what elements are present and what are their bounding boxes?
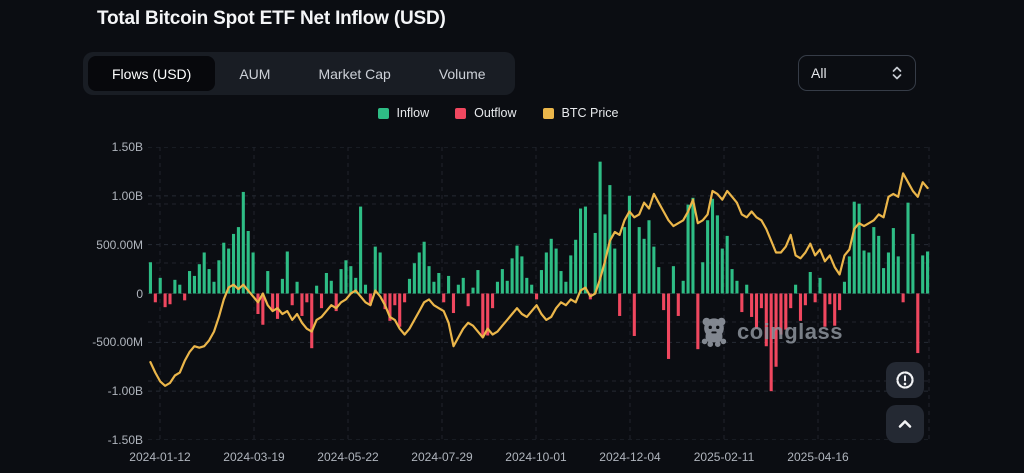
x-axis-tick: 2024-12-04 — [599, 450, 661, 464]
x-axis-tick: 2025-02-11 — [693, 450, 755, 464]
page-title: Total Bitcoin Spot ETF Net Inflow (USD) — [97, 8, 446, 29]
badge-exclamation-icon — [896, 371, 914, 389]
legend-item-outflow[interactable]: Outflow — [455, 106, 517, 120]
tab-flows-label: Flows (USD) — [112, 65, 192, 82]
y-axis-tick: 500.00M — [96, 237, 143, 252]
legend-btc-price-label: BTC Price — [561, 106, 619, 120]
y-axis-tick: 1.50B — [111, 140, 143, 154]
legend-outflow-label: Outflow — [474, 106, 517, 120]
tab-volume[interactable]: Volume — [415, 56, 510, 91]
x-axis-tick: 2024-10-01 — [505, 450, 567, 464]
x-axis-tick: 2024-03-19 — [223, 450, 285, 464]
btc-price-swatch-icon — [542, 107, 554, 119]
btc-price-line — [149, 172, 929, 387]
tab-volume-label: Volume — [438, 65, 486, 82]
chevron-up-icon — [898, 420, 912, 428]
legend-item-inflow[interactable]: Inflow — [377, 106, 430, 120]
time-range-value: All — [811, 65, 827, 81]
y-axis-tick: 0 — [136, 286, 143, 301]
tab-market-cap[interactable]: Market Cap — [294, 56, 414, 91]
gridlines — [148, 147, 930, 440]
outflow-swatch-icon — [455, 107, 467, 119]
legend-inflow-label: Inflow — [396, 106, 430, 120]
x-axis-tick: 2025-04-16 — [787, 450, 849, 464]
tab-market-cap-label: Market Cap — [318, 65, 391, 82]
tab-flows[interactable]: Flows (USD) — [88, 56, 216, 91]
chart-tabbar: Flows (USD) AUM Market Cap Volume — [83, 52, 515, 95]
legend: Inflow Outflow BTC Price — [148, 104, 848, 122]
tab-aum[interactable]: AUM — [215, 56, 294, 91]
netflow-bars — [148, 161, 930, 392]
x-axis-tick: 2024-07-29 — [411, 450, 473, 464]
tab-aum-label: AUM — [239, 65, 271, 82]
y-axis-tick: 1.00B — [111, 188, 143, 203]
x-axis-tick: 2024-05-22 — [317, 450, 379, 464]
x-axis-tick: 2024-01-12 — [129, 450, 191, 464]
scroll-to-top-button[interactable] — [886, 405, 924, 443]
y-axis-tick: -1.50B — [107, 433, 143, 447]
flow-chart-canvas[interactable] — [148, 147, 930, 440]
up-down-chevrons-icon — [892, 66, 902, 80]
legend-item-btc-price[interactable]: BTC Price — [542, 106, 619, 120]
inflow-swatch-icon — [377, 107, 389, 119]
y-axis-tick: -1.00B — [107, 384, 143, 399]
time-range-select[interactable]: All — [798, 55, 916, 91]
alert-badge-button[interactable] — [886, 362, 924, 398]
y-axis-tick: -500.00M — [92, 335, 143, 350]
